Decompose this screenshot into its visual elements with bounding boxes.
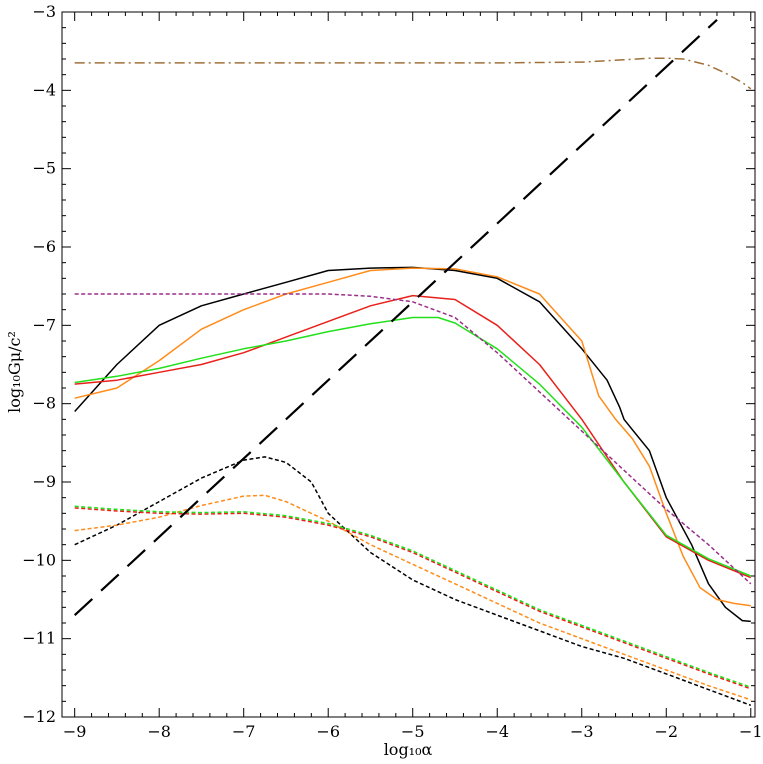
y-tick-label: −4	[32, 80, 56, 99]
y-tick-label: −8	[32, 394, 56, 413]
series-orange-solid	[74, 267, 751, 607]
series-black-dashed	[74, 456, 752, 707]
x-tick-label: −1	[739, 722, 763, 741]
x-tick-label: −7	[232, 722, 256, 741]
plot-frame	[61, 11, 756, 718]
x-tick-label: −8	[147, 722, 171, 741]
y-tick-label: −10	[22, 550, 56, 569]
series-black-long-dashed	[73, 18, 718, 617]
y-tick-label: −6	[32, 237, 56, 256]
y-tick-label: −9	[32, 472, 56, 491]
x-tick-label: −6	[316, 722, 340, 741]
y-tick-label: −3	[32, 2, 56, 21]
y-tick-label: −11	[22, 629, 56, 648]
series-red-solid	[74, 294, 752, 579]
x-tick-label: −3	[570, 722, 594, 741]
y-tick-label: −12	[22, 707, 56, 726]
series-black-solid	[74, 266, 751, 623]
x-tick-label: −9	[63, 722, 87, 741]
series-layer	[73, 18, 752, 707]
y-axis-label: log₁₀Gμ/c²	[5, 331, 24, 413]
y-tick-label: −7	[32, 315, 56, 334]
x-tick-label: −4	[485, 722, 509, 741]
series-red-dashed	[74, 507, 752, 690]
tick-layer	[62, 11, 755, 718]
series-green-solid	[74, 316, 752, 577]
y-tick-labels: −12 −11 −10 −9 −8 −7 −6 −5 −4 −3	[22, 2, 56, 726]
x-tick-label: −5	[401, 722, 425, 741]
x-axis-label: log₁₀α	[384, 740, 433, 759]
x-tick-labels: −9 −8 −7 −6 −5 −4 −3 −2 −1	[63, 722, 763, 741]
series-green-dashed	[74, 505, 752, 688]
y-tick-label: −5	[32, 159, 56, 178]
series-orange-dashed	[74, 494, 752, 701]
series-purple-dashed	[74, 293, 752, 585]
x-tick-label: −2	[654, 722, 678, 741]
series-brown-dashdot	[74, 57, 752, 90]
